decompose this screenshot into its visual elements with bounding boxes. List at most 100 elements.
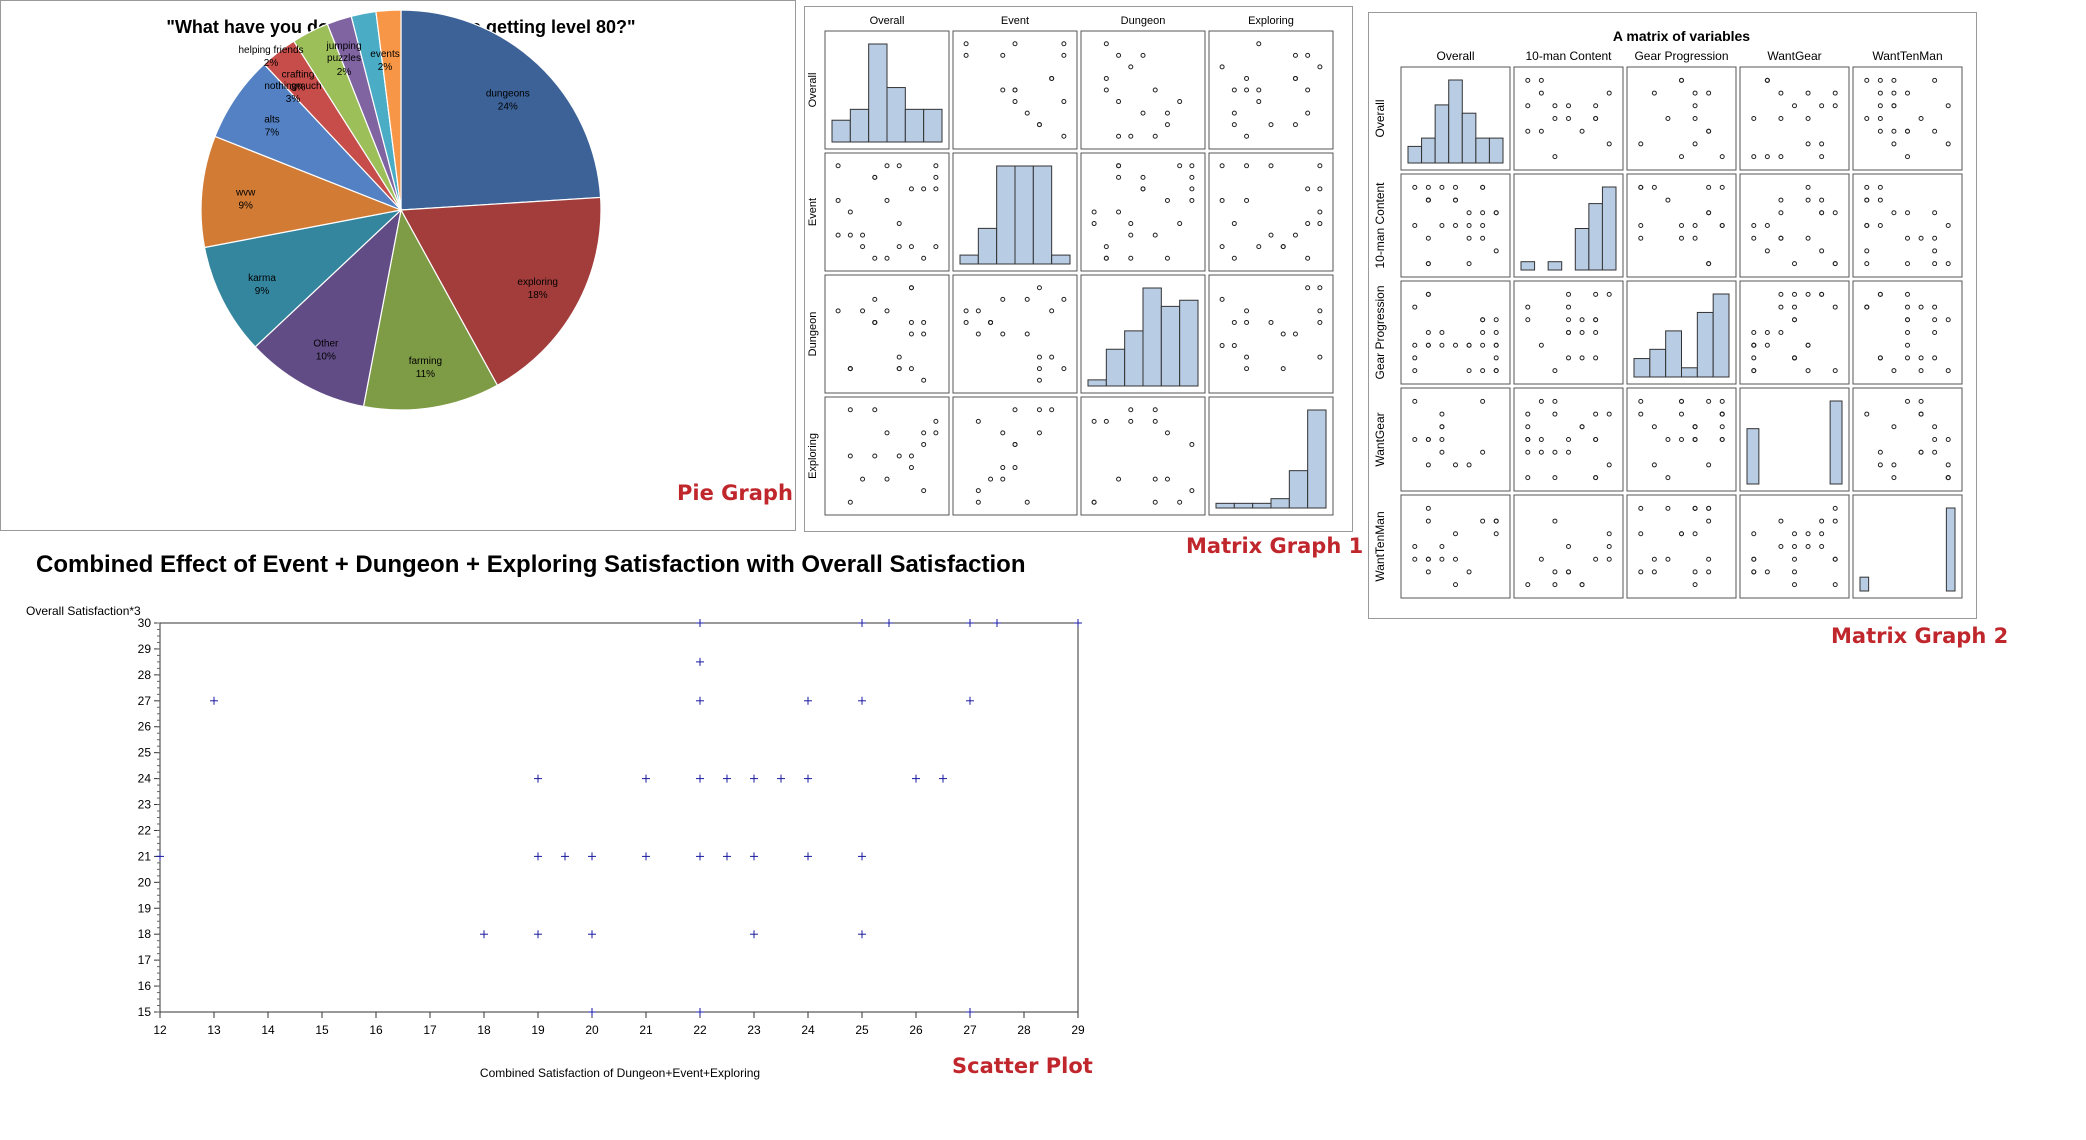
scatter-point (1439, 544, 1445, 549)
scatter-point (1480, 518, 1486, 524)
scatter-point (1593, 317, 1599, 323)
scatter-point (872, 319, 878, 325)
scatter-point (1719, 154, 1725, 160)
histogram-bar (1421, 137, 1436, 164)
scatter-point (1552, 475, 1558, 481)
scatter-point (1480, 449, 1486, 455)
scatter-point (1049, 354, 1055, 360)
scatter-point (921, 377, 927, 383)
scatter-point (1244, 319, 1250, 325)
scatter-point (1552, 103, 1558, 109)
scatter-point (1480, 342, 1486, 348)
scatter-point (1864, 304, 1870, 310)
scatter-point (1679, 411, 1684, 417)
scatter-point (847, 453, 853, 459)
matrix-scatter-cell (1513, 494, 1624, 599)
scatter-point (1525, 424, 1531, 430)
scatter-point (1805, 116, 1811, 121)
scatter-point (1579, 355, 1585, 361)
histogram-bar (1461, 112, 1477, 164)
scatter-point (1292, 331, 1298, 337)
pie-label-alts: alts 7% (264, 114, 280, 138)
scatter-point (1425, 462, 1431, 468)
cell-frame (1852, 494, 1963, 599)
scatter-point (1764, 154, 1770, 160)
x-tick-label: 26 (909, 1023, 923, 1037)
matrix-graph-2-panel: A matrix of variables Overall 10-man Conte… (1368, 12, 1977, 619)
x-tick-label: 21 (639, 1023, 653, 1037)
scatter-plot-title: Combined Effect of Event + Dungeon + Exp… (36, 551, 1026, 578)
scatter-point (1864, 184, 1870, 190)
scatter-point (1792, 291, 1797, 297)
scatter-marker (804, 696, 812, 705)
scatter-point (1932, 424, 1938, 430)
scatter-point (1292, 232, 1298, 238)
scatter-point (1439, 449, 1445, 455)
scatter-point (1638, 411, 1644, 417)
cell-frame (952, 396, 1078, 516)
scatter-point (1905, 154, 1910, 160)
scatter-point (1778, 90, 1784, 96)
scatter-point (1412, 355, 1418, 361)
scatter-point (908, 319, 914, 325)
scatter-point (963, 319, 969, 325)
matrix-graph-1: Overall Event Dungeon Exploring Overall Event… (807, 15, 1334, 516)
scatter-point (1932, 248, 1938, 254)
scatter-point (1905, 355, 1910, 361)
scatter-point (1103, 41, 1109, 47)
scatter-point (1891, 368, 1897, 374)
scatter-point (908, 285, 914, 291)
pie-label-name: karma (248, 273, 276, 284)
scatter-point (1493, 531, 1499, 537)
scatter-point (1244, 366, 1250, 372)
scatter-point (1891, 128, 1897, 134)
scatter-point (1525, 77, 1531, 83)
cell-frame (1080, 152, 1206, 272)
scatter-point (908, 331, 914, 337)
scatter-point (1219, 343, 1225, 349)
matrix-scatter-cell (1400, 387, 1511, 492)
x-tick-label: 12 (153, 1023, 167, 1037)
pie-label-pct: 24% (498, 101, 518, 112)
cell-frame (952, 30, 1078, 150)
pie-label-pct: 2% (264, 58, 279, 69)
scatter-point (1638, 223, 1644, 228)
scatter-point (1593, 475, 1599, 481)
scatter-point (1317, 163, 1323, 169)
row-label-overall: Overall (807, 73, 819, 108)
column-label-wantgear: WantGear (1767, 49, 1821, 63)
scatter-point (872, 255, 878, 261)
cell-frame (1626, 387, 1737, 492)
histogram-bar (1215, 502, 1235, 509)
matrix-title: A matrix of variables (1613, 28, 1750, 44)
scatter-point (1128, 232, 1134, 238)
scatter-point (1439, 556, 1445, 562)
scatter-point (1905, 317, 1910, 323)
cell-frame (1208, 152, 1334, 272)
scatter-point (896, 163, 902, 169)
scatter-marker (912, 774, 920, 783)
pie-label-name: dungeons (486, 88, 530, 99)
scatter-point (1152, 232, 1158, 238)
scatter-marker (966, 1008, 974, 1016)
scatter-marker (723, 852, 731, 861)
scatter-point (1317, 221, 1323, 227)
x-tick-label: 23 (747, 1023, 761, 1037)
pie-label-pct: 2% (378, 62, 393, 73)
scatter-point (1466, 569, 1472, 575)
scatter-point (1579, 317, 1585, 323)
scatter-point (1425, 518, 1431, 524)
scatter-point (1719, 223, 1725, 228)
scatter-point (1606, 462, 1612, 468)
scatter-point (1525, 437, 1531, 442)
scatter-point (1000, 52, 1006, 58)
scatter-point (1606, 544, 1612, 549)
pie-label-events: events 2% (370, 49, 399, 73)
scatter-point (1819, 248, 1825, 254)
scatter-point (1593, 411, 1599, 417)
scatter-point (1219, 296, 1225, 302)
scatter-point (1905, 128, 1910, 134)
scatter-marker (588, 930, 596, 939)
histogram-bar (1547, 261, 1563, 271)
scatter-point (1679, 235, 1684, 241)
